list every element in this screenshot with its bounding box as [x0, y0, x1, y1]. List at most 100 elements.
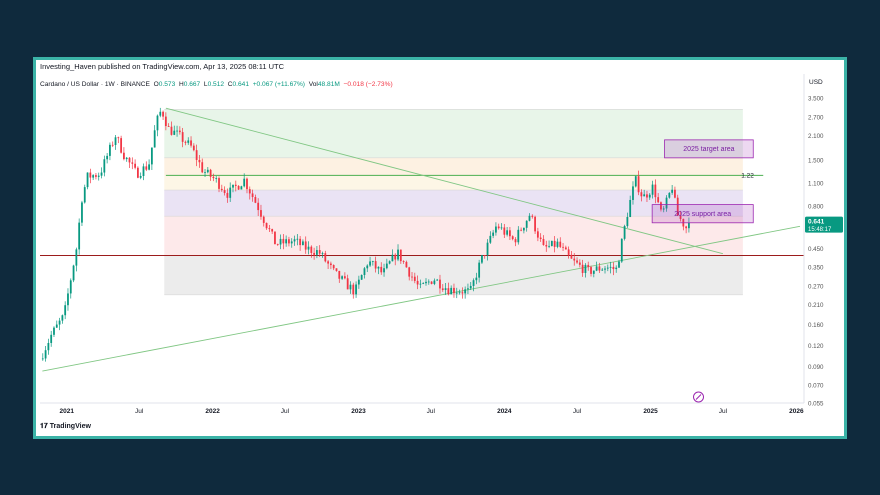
price-axis-tick-label: 0.450: [808, 246, 824, 253]
candle-body: [355, 284, 357, 295]
candle-body: [668, 192, 671, 198]
time-axis-tick-label: 2026: [789, 408, 804, 415]
candle-body: [553, 240, 556, 247]
candle-body: [139, 176, 142, 178]
price-axis-tick-label: 1.500: [808, 158, 824, 165]
candle-body: [676, 197, 679, 216]
price-axis-tick-label: 3.500: [808, 95, 824, 102]
candle-body: [61, 315, 64, 321]
fib-zone-band: [164, 175, 743, 191]
candle-body: [69, 280, 72, 294]
tradingview-logo[interactable]: 𝟏𝟕 TradingView: [40, 423, 91, 430]
candle-body: [430, 281, 433, 284]
candle-body: [618, 261, 620, 268]
candle-body: [50, 334, 53, 343]
candle-body: [86, 172, 89, 188]
extra-change-value: −0.018 (−2.73%): [343, 81, 393, 88]
candle-body: [637, 176, 640, 193]
candle-body: [302, 241, 304, 246]
price-axis-tick-label: 0.800: [808, 204, 824, 211]
candle-body: [285, 239, 288, 244]
candle-body: [685, 226, 688, 229]
candle-body: [288, 239, 290, 244]
candle-body: [648, 194, 651, 198]
candle-body: [380, 266, 383, 273]
candle-body: [436, 279, 439, 281]
price-axis-tick-label: 0.120: [808, 343, 824, 350]
candles: [41, 107, 690, 362]
time-axis-tick-label: Jul: [719, 408, 728, 415]
fib-zone-band: [164, 109, 743, 158]
candle-body: [388, 261, 391, 264]
candle-body: [458, 292, 461, 294]
candle-body: [623, 226, 626, 239]
candle-body: [332, 265, 335, 269]
candle-body: [427, 281, 430, 283]
candle-body: [316, 250, 318, 255]
candle-body: [374, 261, 377, 269]
candle-body: [511, 236, 514, 240]
candle-body: [377, 266, 380, 269]
candle-body: [282, 238, 285, 244]
candle-body: [257, 202, 260, 211]
candle-body: [662, 208, 665, 210]
candle-body: [612, 266, 615, 270]
candle-body: [296, 238, 299, 240]
ohlc-legend: Cardano / US Dollar · 1W · BINANCE O0.57…: [40, 81, 393, 88]
time-axis-tick-label: 2023: [351, 408, 366, 415]
candle-body: [371, 261, 374, 262]
candle-body: [109, 144, 111, 156]
candle-body: [95, 175, 97, 177]
candle-body: [489, 235, 492, 243]
candle-body: [567, 249, 570, 255]
candle-body: [47, 342, 50, 351]
candle-body: [447, 288, 450, 295]
candle-body: [509, 230, 511, 237]
price-chart[interactable]: 1.22 2025 target area 2025 support area USD…: [36, 60, 844, 436]
candle-body: [369, 261, 371, 266]
ascending-trendline: [42, 225, 801, 372]
candle-body: [120, 138, 123, 153]
candle-body: [497, 226, 500, 229]
time-axis-tick-label: Jul: [281, 408, 290, 415]
candle-body: [117, 137, 120, 139]
candle-body: [629, 199, 632, 218]
candle-body: [335, 268, 338, 271]
candle-body: [492, 232, 495, 236]
candle-body: [461, 292, 464, 294]
candle-body: [467, 288, 469, 290]
candle-body: [100, 172, 103, 176]
candle-body: [83, 187, 86, 203]
candle-body: [587, 264, 590, 268]
candle-body: [615, 267, 618, 270]
candle-body: [206, 169, 209, 173]
candle-body: [162, 111, 164, 117]
last-price-label: 0.641: [808, 219, 825, 226]
candle-body: [357, 279, 360, 285]
candle-body: [271, 229, 274, 232]
candle-body: [64, 305, 67, 316]
candle-body: [545, 244, 548, 247]
candle-body: [595, 266, 598, 271]
candle-body: [536, 231, 539, 238]
event-marker-slash: [695, 394, 702, 400]
candle-body: [643, 194, 646, 197]
candle-body: [640, 192, 643, 197]
candle-body: [148, 164, 150, 170]
candle-body: [123, 152, 125, 160]
candle-body: [559, 241, 562, 247]
candle-body: [223, 190, 226, 193]
high-value: 0.667: [183, 81, 201, 88]
price-axis-tick-label: 2.700: [808, 114, 824, 121]
candle-body: [475, 277, 478, 281]
candle-body: [310, 246, 313, 253]
candle-body: [89, 172, 92, 178]
candle-body: [153, 130, 156, 148]
candle-body: [142, 166, 145, 177]
candle-body: [279, 238, 282, 245]
candle-body: [550, 240, 553, 246]
candle-body: [240, 186, 243, 190]
support-area-box: [651, 204, 754, 224]
candle-body: [472, 280, 475, 286]
volume-value: 48.81M: [317, 81, 340, 88]
